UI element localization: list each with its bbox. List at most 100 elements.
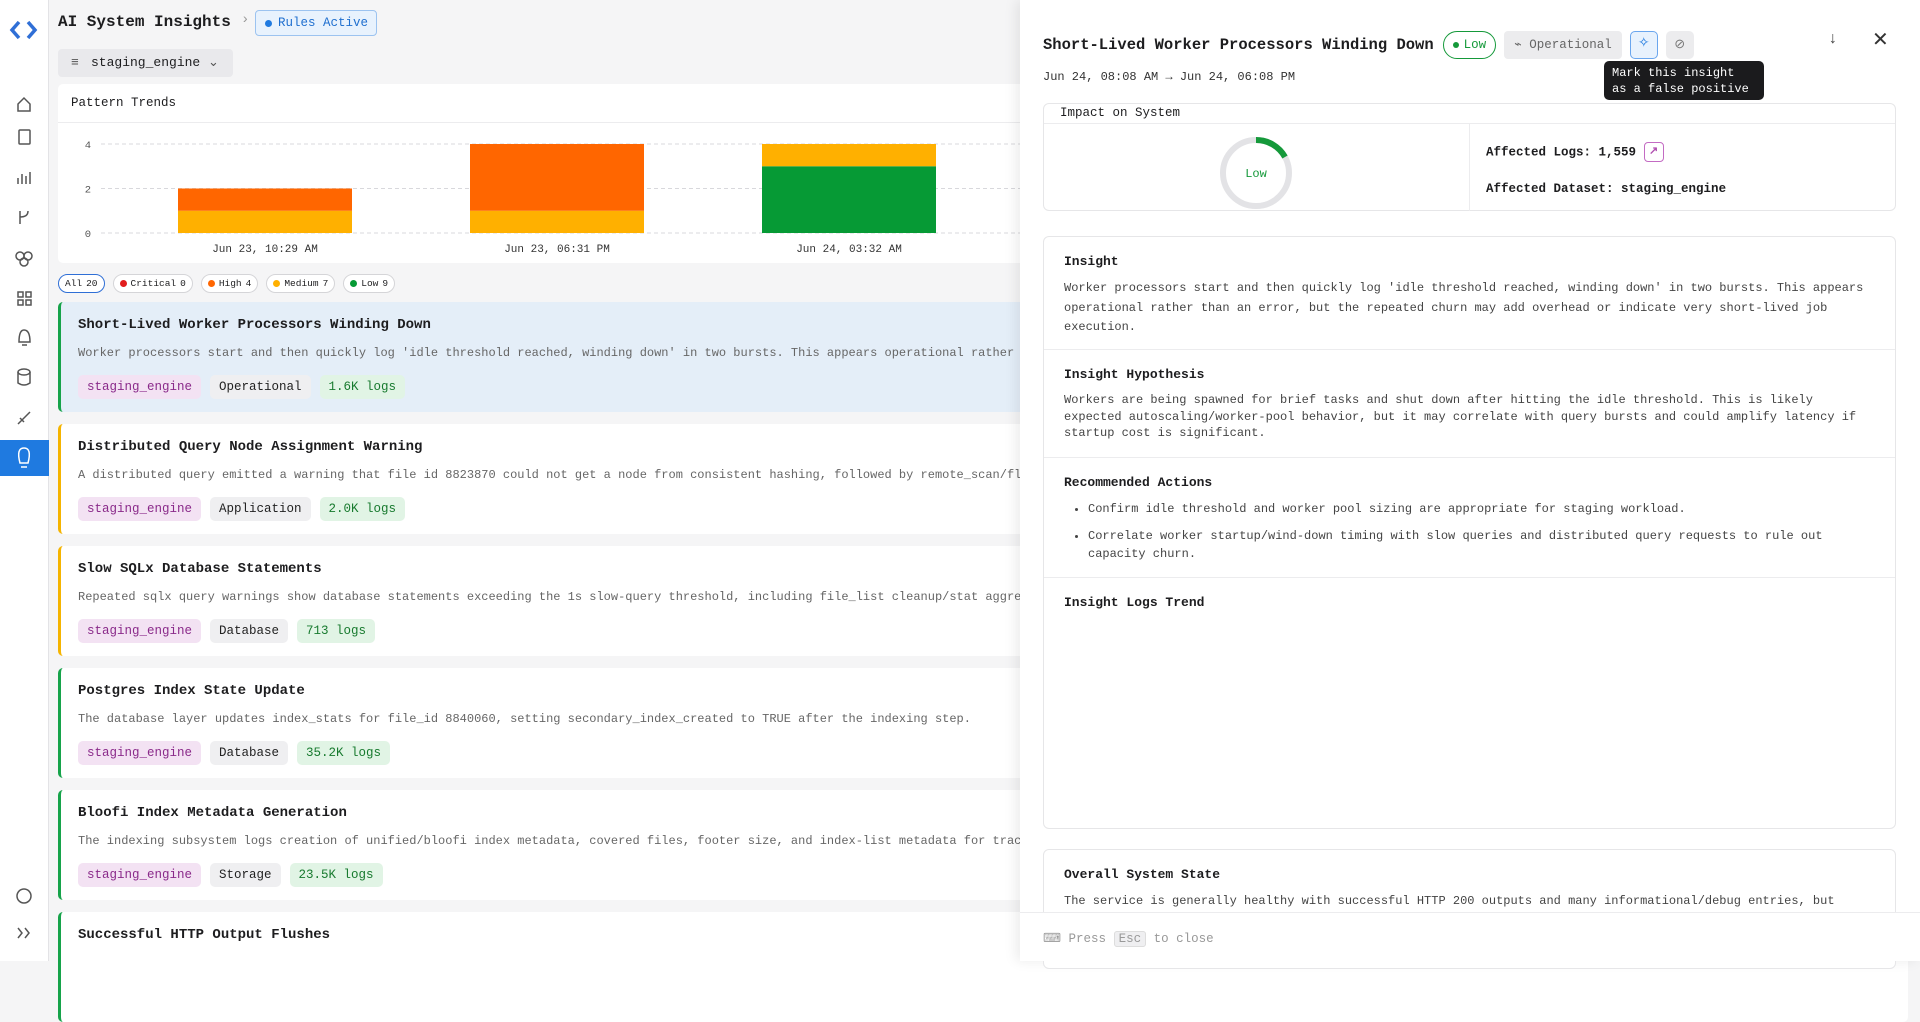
filter-label: Low [361, 278, 379, 289]
card-description: Repeated sqlx query warnings show databa… [78, 590, 1022, 604]
card-description: The indexing subsystem logs creation of … [78, 834, 1022, 848]
filter-dot [350, 280, 358, 287]
docs-icon[interactable] [18, 129, 31, 145]
logs-tag: 35.2K logs [297, 741, 391, 765]
filter-count: 7 [322, 278, 329, 289]
y-tick-label: 2 [85, 185, 91, 197]
chart-icon[interactable] [17, 172, 31, 184]
impact-box: Impact on System Low Affected Logs: 1,55… [1043, 103, 1896, 211]
x-tick-label: Jun 23, 06:31 PM [504, 244, 610, 256]
logs-tag: 713 logs [297, 619, 376, 643]
action-item: Confirm idle threshold and worker pool s… [1088, 500, 1875, 518]
breadcrumb-sep: › [241, 12, 250, 28]
logs-value: 1,559 [1598, 145, 1637, 160]
logo[interactable] [9, 20, 38, 40]
filter-dot [273, 280, 281, 287]
tooltip: Mark this insight as a false positive [1604, 61, 1764, 100]
dataset-text: staging_engine [91, 55, 201, 70]
hypothesis-title: Insight Hypothesis [1064, 367, 1205, 382]
status-badge: Rules Active [255, 10, 378, 36]
logs-tag: 23.5K logs [289, 863, 383, 887]
insight-text: Worker processors start and then quickly… [1064, 281, 1864, 334]
card-tags: staging_engine Storage 23.5K logs [78, 863, 383, 887]
filter-label: High [218, 278, 242, 289]
affected-dataset: Affected Dataset: staging_engine [1486, 182, 1726, 196]
bar-segment [762, 144, 936, 167]
footer-close: to close [1153, 932, 1214, 946]
impact-title: Impact on System [1044, 104, 1895, 124]
filter-count: 0 [180, 278, 186, 289]
bar-segment [178, 188, 352, 211]
detail-panel: Short-Lived Worker Processors Winding Do… [1020, 0, 1920, 969]
filter-chip[interactable]: Critical 0 [112, 274, 193, 293]
active-nav[interactable] [0, 440, 49, 476]
card-title: Postgres Index State Update [78, 683, 305, 699]
sidebar [0, 0, 49, 961]
false-positive-button[interactable]: ✧ [1629, 31, 1658, 59]
affected-logs: Affected Logs: 1,559 ↗ [1486, 142, 1664, 162]
status-text: Rules Active [278, 16, 369, 30]
filter-label: Medium [284, 278, 319, 289]
bell-icon[interactable] [18, 329, 31, 346]
dataset-tag: staging_engine [78, 375, 202, 399]
filter-label: All [65, 278, 83, 289]
user-icon[interactable] [16, 888, 32, 904]
filter-chip[interactable]: All 20 [58, 274, 105, 293]
category-badge: ⌁ Operational [1504, 31, 1622, 59]
card-tags: staging_engine Database 35.2K logs [78, 741, 391, 765]
dataset-tag: staging_engine [78, 863, 202, 887]
footer-key: Esc [1113, 931, 1147, 947]
time-range: Jun 24, 08:08 AM → Jun 24, 06:08 PM [1043, 70, 1296, 84]
dataset-value: staging_engine [1621, 182, 1727, 196]
home-icon[interactable] [17, 96, 31, 112]
severity-dot [1452, 42, 1459, 48]
card-tags: staging_engine Operational 1.6K logs [78, 375, 406, 399]
dataset-label: Affected Dataset: [1486, 182, 1614, 196]
filter-count: 9 [382, 278, 389, 289]
gauge-track [1220, 137, 1292, 209]
category-tag: Database [210, 741, 289, 765]
y-tick-label: 0 [85, 229, 91, 241]
category-tag: Database [210, 619, 289, 643]
gauge-label: Low [1245, 167, 1267, 181]
bar-segment [470, 210, 644, 233]
status-dot [265, 20, 272, 27]
trend-title: Insight Logs Trend [1064, 595, 1205, 610]
overall-title: Overall System State [1064, 867, 1221, 882]
insight-title: Insight [1064, 254, 1119, 269]
action-item: Correlate worker startup/wind-down timin… [1088, 527, 1875, 563]
grid-icon[interactable] [25, 291, 32, 298]
impact-divider [1469, 124, 1470, 211]
footer: ⌨ Press Esc to close [1020, 912, 1920, 961]
actions-list: Confirm idle threshold and worker pool s… [1064, 500, 1875, 563]
overall-text: The service is generally healthy with su… [1064, 894, 1835, 908]
db-icon[interactable] [17, 368, 31, 376]
category-tag: Storage [210, 863, 281, 887]
filter-count: 4 [245, 278, 252, 289]
category-tag: Operational [210, 375, 311, 399]
card-title: Distributed Query Node Assignment Warnin… [78, 439, 423, 455]
chevron: ⌄ [208, 55, 219, 70]
bar-segment [762, 166, 936, 233]
dataset-select[interactable]: staging_engine ≡ ⌄ [58, 49, 233, 77]
insights-icon [17, 447, 31, 468]
card-title: Successful HTTP Output Flushes [78, 927, 331, 943]
filter-count: 20 [86, 278, 98, 289]
filter-chip[interactable]: Low 9 [343, 274, 396, 293]
next-button[interactable]: ↓ [1828, 30, 1838, 48]
overall-section: Overall System State The service is gener… [1044, 850, 1895, 912]
dataset-tag: staging_engine [78, 741, 202, 765]
close-button[interactable]: ✕ [1872, 30, 1889, 53]
card-description: A distributed query emitted a warning th… [78, 468, 1022, 482]
expand-icon[interactable] [17, 927, 30, 939]
mute-button[interactable]: ⊘ [1665, 31, 1694, 59]
card-tags: staging_engine Database 713 logs [78, 619, 376, 643]
pattern-title: Pattern Trends [71, 96, 177, 110]
filter-chip[interactable]: High 4 [200, 274, 259, 293]
insight-box: Insight Worker processors start and then … [1043, 236, 1896, 829]
plug-icon[interactable] [17, 411, 31, 425]
filter-chip[interactable]: Medium 7 [266, 274, 336, 293]
open-logs[interactable]: ↗ [1643, 142, 1664, 162]
logs-tag: 2.0K logs [319, 497, 406, 521]
branch-icon[interactable] [19, 210, 29, 224]
